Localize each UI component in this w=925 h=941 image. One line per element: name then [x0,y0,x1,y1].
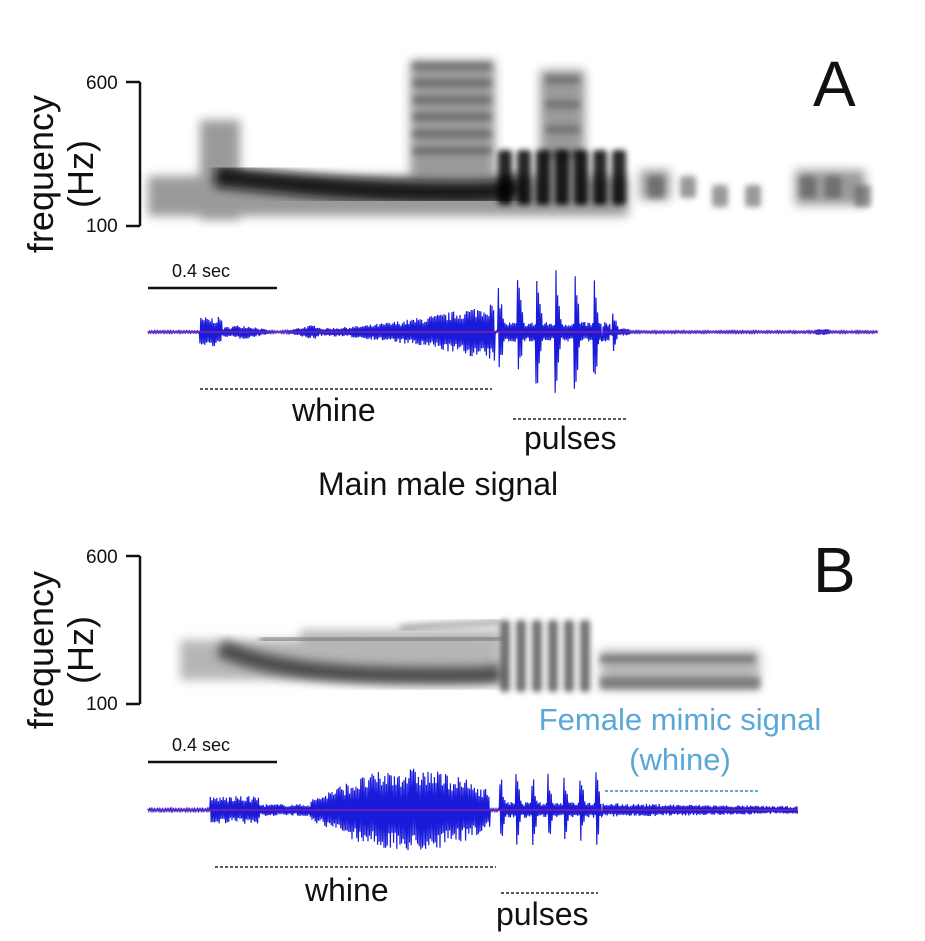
spectrogram-blob [412,62,492,70]
spectrogram-blob [545,75,580,84]
y-tick-bottom-a: 100 [86,216,118,237]
y-axis-label-a-line1: frequency [20,94,61,254]
y-axis-label-b-line2: (Hz) [60,616,101,684]
whine-label-b: whine [305,872,389,908]
waveform-b [147,768,799,851]
spectrogram-blob [412,130,492,138]
scale-bar-label-a: 0.4 sec [172,261,231,281]
spectrogram-blob [580,620,590,692]
waveform-a [147,270,879,393]
panel-label-b: B [813,534,856,606]
mimic-label-b-line1: Female mimic signal [538,702,822,737]
y-tick-top-a: 600 [86,73,118,94]
panel-label-a: A [813,48,856,120]
pulses-label-b: pulses [496,896,589,932]
spectrogram-blob [517,150,531,205]
panel-a [126,60,879,420]
pulses-label-a: pulses [524,420,617,456]
spectrogram-blob [412,113,492,121]
spectrogram-blob [412,96,492,104]
spectrogram-blob [680,176,696,198]
spectrogram-blob [825,176,841,198]
mimic-label-b-line2: (whine) [629,742,731,777]
spectrogram-blob [648,176,664,198]
y-tick-top-b: 600 [86,547,118,568]
y-axis-a [126,80,142,228]
spectrogram-blob [412,147,492,155]
y-tick-bottom-b: 100 [86,694,118,715]
spectrogram-blob [800,176,816,198]
spectrogram-blob [412,79,492,87]
y-axis-label-b-line1: frequency [20,570,61,730]
spectrogram-b [180,618,760,692]
spectrogram-blob [564,620,574,692]
spectrogram-blob [555,150,569,205]
whine-label-a: whine [292,392,376,428]
spectrogram-blob [593,150,607,205]
spectrogram-blob [498,150,512,205]
panel-b [126,554,799,894]
y-axis-b [126,554,142,706]
mimic-label-b: Female mimic signal (whine) [505,700,855,780]
spectrogram-blob [548,620,558,692]
y-axis-label-a: frequency (Hz) [20,64,101,284]
y-axis-label-a-line2: (Hz) [60,140,101,208]
spectrogram-a [148,60,871,220]
spectrogram-blob [500,620,510,692]
spectrogram-blob [712,185,728,207]
spectrogram-blob [536,150,550,205]
caption-main-male-signal: Main male signal [318,466,559,502]
spectrogram-blob [574,150,588,205]
spectrogram-blob [545,125,580,134]
spectrogram-blob [545,100,580,109]
spectrogram-blob [516,620,526,692]
y-axis-label-b: frequency (Hz) [20,540,101,760]
scale-bar-label-b: 0.4 sec [172,735,231,755]
spectrogram-blob [855,185,871,207]
spectrogram-blob [612,150,626,205]
spectrogram-blob [532,620,542,692]
spectrogram-blob [745,185,761,207]
